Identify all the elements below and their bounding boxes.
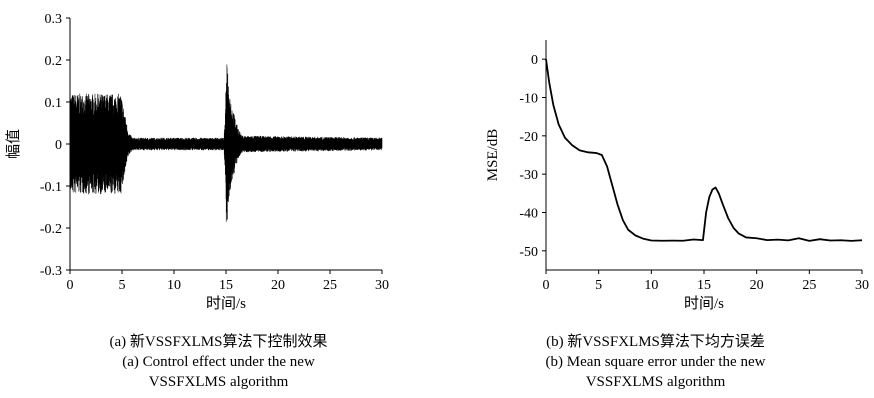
y-tick-label: -50 (519, 245, 538, 260)
x-tick-label: 25 (323, 278, 337, 293)
caption-a: (a) 新VSSFXLMS算法下控制效果 (a) Control effect … (0, 332, 437, 392)
x-tick-label: 5 (595, 278, 602, 293)
y-tick-label: -0.1 (40, 180, 62, 195)
y-tick-label: -20 (519, 130, 538, 145)
x-tick-label: 0 (67, 278, 74, 293)
y-tick-label: 0.2 (45, 54, 63, 69)
y-tick-label: -10 (519, 92, 538, 107)
x-axis-title: 时间/s (684, 295, 724, 312)
y-tick-label: -40 (519, 207, 538, 222)
y-tick-label: -30 (519, 168, 538, 183)
y-tick-label: 0.1 (45, 96, 63, 111)
x-tick-label: 20 (750, 278, 764, 293)
x-tick-label: 10 (644, 278, 658, 293)
y-axis-title: 幅值 (5, 129, 22, 159)
caption-a-en-1: (a) Control effect under the new (122, 354, 315, 370)
x-axis-title: 时间/s (206, 295, 246, 312)
chart-control-effect: 0 5 10 15 20 25 30 0.3 0.2 0.1 0 -0.1 -0.2 -0.3 时间/s 幅值 (5, 12, 389, 312)
x-tick-label: 5 (119, 278, 126, 293)
chart-mse: 0 5 10 15 20 25 30 0 -10 -20 -30 -40 -50 时间/s MSE/dB (485, 40, 869, 312)
y-tick-label: 0 (55, 138, 62, 153)
x-tick-label: 0 (543, 278, 550, 293)
y-tick-label: 0 (531, 53, 538, 68)
x-tick-label: 30 (375, 278, 389, 293)
x-tick-label: 15 (697, 278, 711, 293)
caption-b-en-2: VSSFXLMS algorithm (585, 374, 726, 390)
caption-b: (b) 新VSSFXLMS算法下均方误差 (b) Mean square err… (437, 332, 874, 392)
caption-b-en-1: (b) Mean square error under the new (545, 354, 766, 370)
x-tick-label: 15 (219, 278, 233, 293)
x-tick-label: 10 (167, 278, 181, 293)
x-tick-label: 20 (271, 278, 285, 293)
caption-a-en-2: VSSFXLMS algorithm (148, 374, 289, 390)
caption-b-cn: (b) 新VSSFXLMS算法下均方误差 (546, 334, 765, 350)
caption-a-cn: (a) 新VSSFXLMS算法下控制效果 (109, 334, 328, 350)
x-tick-label: 30 (855, 278, 869, 293)
mse-series (545, 59, 863, 242)
x-tick-label: 25 (802, 278, 816, 293)
y-axis-title: MSE/dB (485, 129, 501, 182)
y-tick-label: 0.3 (45, 12, 63, 27)
signal-series (69, 64, 383, 222)
y-tick-label: -0.3 (40, 264, 62, 279)
y-tick-label: -0.2 (40, 222, 62, 237)
